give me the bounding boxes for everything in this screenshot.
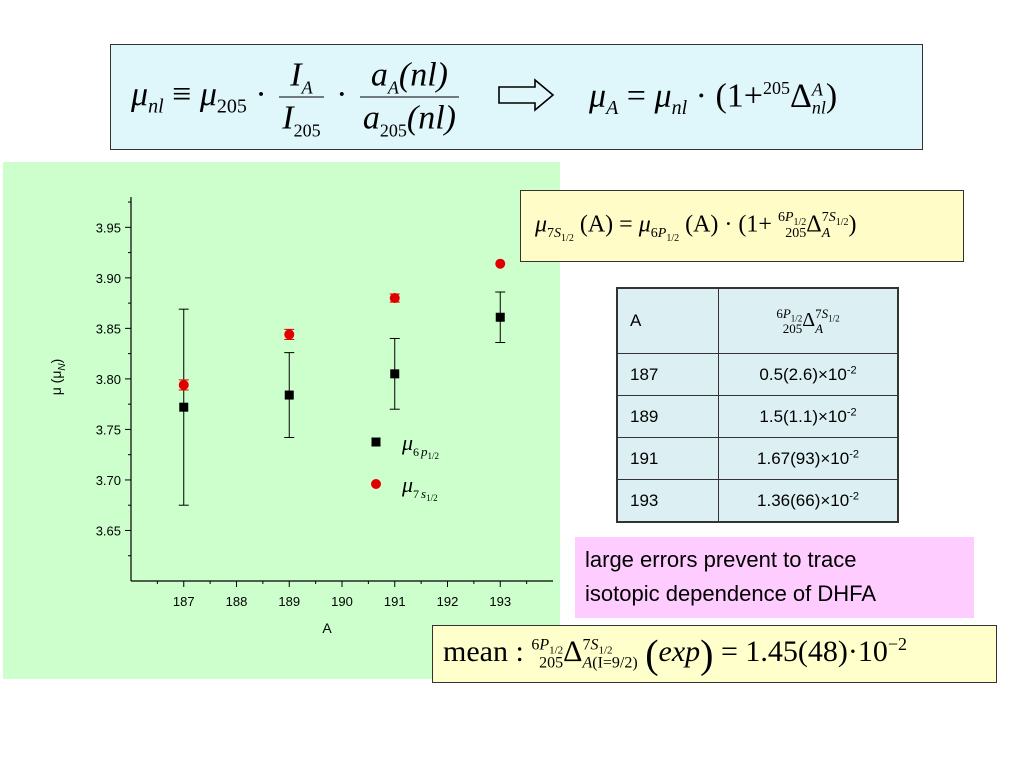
y-tick-label: 3.65 <box>96 523 121 538</box>
y-axis-label: μ (μN) <box>48 359 68 396</box>
data-point-square <box>495 312 505 322</box>
dhfa-table: A 6P1/2 205 Δ 7S1/2 A 187 0.5(2.6)×10-2 189 … <box>616 287 899 523</box>
table-row: 187 0.5(2.6)×10-2 <box>616 353 899 396</box>
data-point-circle <box>178 379 189 390</box>
mu-nl-definition: μnl ≡ μ205 · IA I205 · aA(nl) a205(nl) <box>131 57 463 139</box>
x-tick-label: 190 <box>331 594 353 609</box>
y-tick-label: 3.80 <box>96 372 121 387</box>
data-point-circle <box>389 293 400 304</box>
y-tick-label: 3.70 <box>96 473 121 488</box>
x-tick-label: 191 <box>384 594 406 609</box>
mean-formula: mean : 6P1/2 205 Δ 7S1/2 A(I=9/2) (exp) = 1.… <box>443 631 908 677</box>
mean-formula-box: mean : 6P1/2 205 Δ 7S1/2 A(I=9/2) (exp) = 1.… <box>432 625 997 683</box>
x-tick-label: 188 <box>226 594 248 609</box>
implies-arrow-icon <box>498 78 555 112</box>
table-header-row: A 6P1/2 205 Δ 7S1/2 A <box>616 287 899 354</box>
mu7s-formula-box: μ7S1/2 (A) = μ6P1/2 (A) · (1+ 6P1/2 205 Δ 7… <box>520 190 964 262</box>
data-point-circle <box>284 329 295 340</box>
x-tick-label: 193 <box>489 594 511 609</box>
table-row: 189 1.5(1.1)×10-2 <box>616 395 899 438</box>
table-row: 193 1.36(66)×10-2 <box>616 479 899 523</box>
legend-label-6p: μ6 p1/2 <box>401 430 439 461</box>
y-tick-label: 3.95 <box>96 220 121 235</box>
data-point-square <box>284 390 294 400</box>
header-a: A <box>616 287 719 354</box>
header-delta: 6P1/2 205 Δ 7S1/2 A <box>718 287 899 354</box>
x-tick-label: 189 <box>278 594 300 609</box>
y-tick-label: 3.85 <box>96 321 121 336</box>
top-formula-box: μnl ≡ μ205 · IA I205 · aA(nl) a205(nl) μA … <box>110 44 923 150</box>
legend-marker-square <box>371 437 381 447</box>
x-tick-label: 187 <box>173 594 195 609</box>
table-row: 191 1.67(93)×10-2 <box>616 437 899 480</box>
x-axis-label: A <box>322 620 332 636</box>
data-point-square <box>179 402 189 412</box>
plot-panel: 3.65 3.70 3.75 3.80 3.85 3.90 3.95 187 188 189 190… <box>3 162 560 679</box>
y-tick-label: 3.90 <box>96 271 121 286</box>
note-line-2: isotopic dependence of DHFA <box>585 581 877 606</box>
legend-label-7s: μ7 s1/2 <box>401 472 438 503</box>
x-tick-label: 192 <box>437 594 459 609</box>
legend-marker-circle <box>371 479 381 489</box>
mu7s-formula: μ7S1/2 (A) = μ6P1/2 (A) · (1+ 6P1/2 205 Δ 7… <box>535 210 857 245</box>
note-line-1: large errors prevent to trace <box>585 547 857 572</box>
scatter-chart: 3.65 3.70 3.75 3.80 3.85 3.90 3.95 187 188 189 190… <box>48 197 553 636</box>
data-point-circle <box>495 258 506 269</box>
y-tick-label: 3.75 <box>96 422 121 437</box>
data-point-square <box>390 369 400 379</box>
note-box: large errors prevent to trace isotopic d… <box>575 537 974 618</box>
